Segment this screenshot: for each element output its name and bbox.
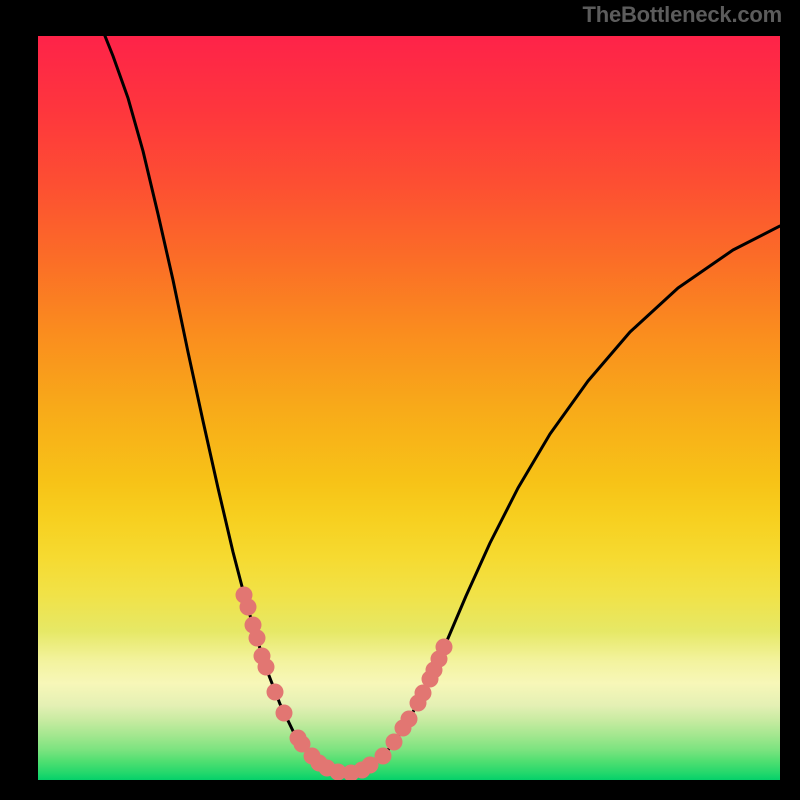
outer-frame: TheBottleneck.com: [0, 0, 800, 800]
gradient-background: [38, 36, 780, 780]
watermark: TheBottleneck.com: [582, 2, 782, 28]
plot-area: [38, 36, 780, 780]
